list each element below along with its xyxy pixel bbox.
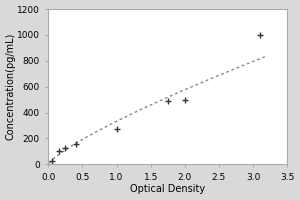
X-axis label: Optical Density: Optical Density [130,184,205,194]
Y-axis label: Concentration(pg/mL): Concentration(pg/mL) [6,33,16,140]
